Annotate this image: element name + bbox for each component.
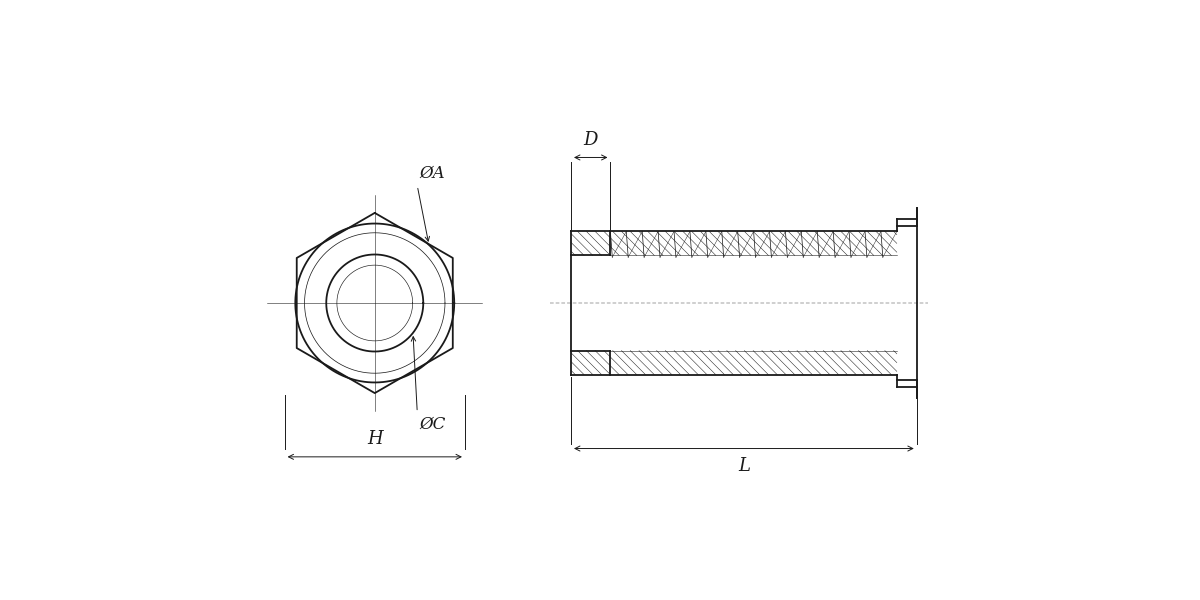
Text: D: D bbox=[583, 131, 598, 149]
Text: ØA: ØA bbox=[420, 165, 445, 182]
Text: ØC: ØC bbox=[420, 416, 446, 433]
Text: H: H bbox=[367, 430, 383, 448]
Text: L: L bbox=[738, 457, 750, 475]
